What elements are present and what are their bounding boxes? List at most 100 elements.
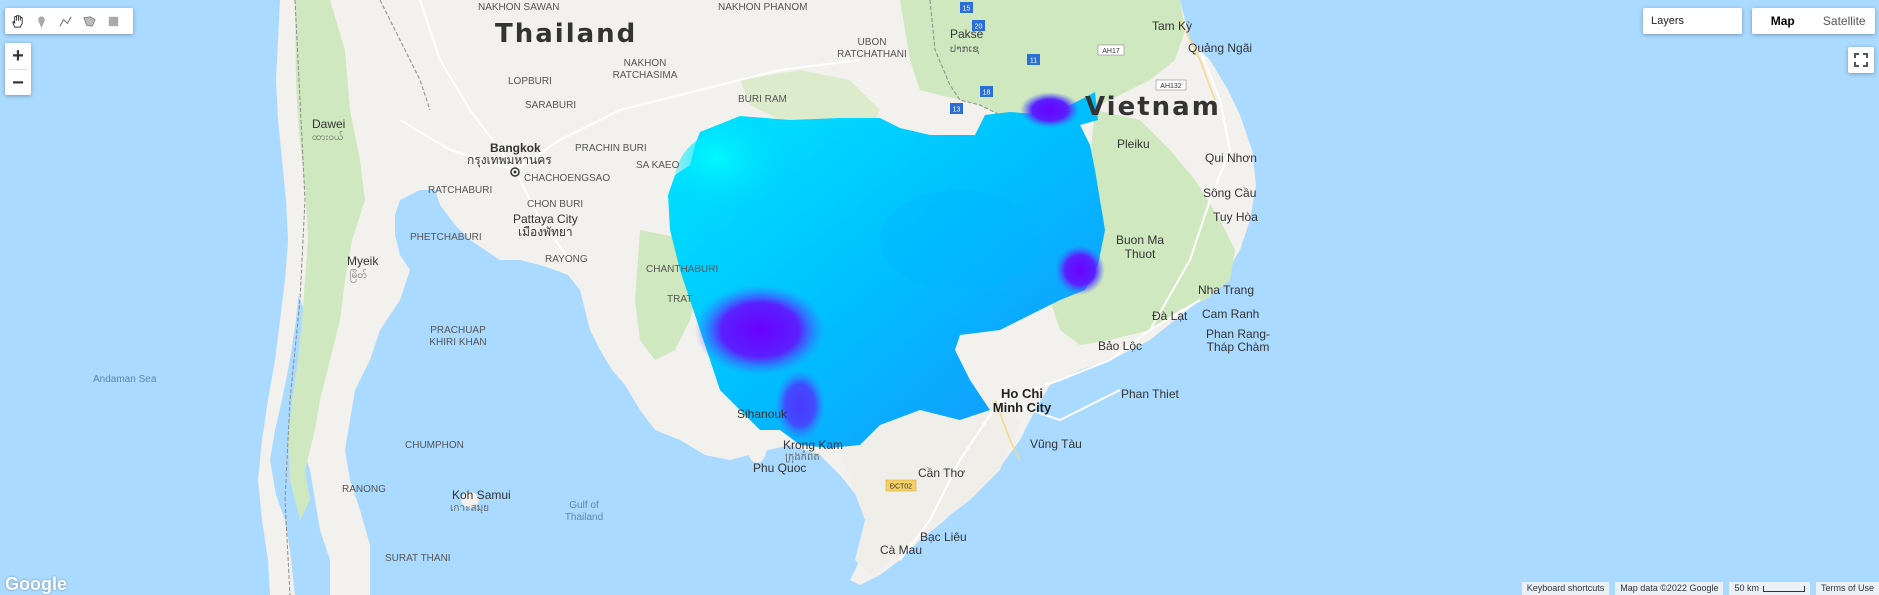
overlay-violet-zone-south — [775, 370, 825, 440]
line-tool-button[interactable] — [53, 8, 77, 34]
label-krong-kampot-khmer: ក្រុងកំពត — [785, 450, 820, 464]
label-thailand: Thailand — [495, 19, 637, 49]
road-shield-13: 13 — [950, 103, 963, 114]
label-nakhon-phanom: NAKHON PHANOM — [718, 2, 807, 13]
label-tuy-hoa: Tuy Hòa — [1213, 210, 1258, 224]
major-roads — [994, 19, 1216, 461]
island-phu-quoc — [747, 427, 767, 463]
label-buri-ram: BURI RAM — [738, 94, 787, 105]
forest-northeast-thai — [740, 70, 880, 130]
label-bangkok-thai: กรุงเทพมหานคร — [467, 153, 552, 168]
line-tool-icon — [58, 16, 72, 26]
label-myeik-burmese: မြိတ် — [350, 267, 367, 283]
label-quang-ngai: Quảng Ngãi — [1188, 41, 1252, 55]
label-cam-ranh: Cam Ranh — [1202, 307, 1259, 321]
label-buon-ma-thuot: Buon Ma Thuot — [1116, 233, 1164, 261]
marker-tool-icon — [37, 16, 45, 28]
label-sa-kaeo: SA KAEO — [636, 160, 680, 171]
overlay-cyan-zone — [675, 125, 815, 235]
label-bao-loc: Bảo Lộc — [1098, 339, 1142, 353]
label-chanthaburi: CHANTHABURI — [646, 264, 718, 275]
svg-text:13: 13 — [953, 107, 961, 114]
label-saraburi: SARABURI — [525, 100, 576, 111]
label-koh-samui: Koh Samui — [452, 488, 511, 502]
label-qui-nhon: Qui Nhơn — [1205, 151, 1257, 165]
label-ratchaburi: RATCHABURI — [428, 185, 492, 196]
label-phan-rang: Phan Rang-Tháp Chàm — [1206, 327, 1270, 354]
svg-text:18: 18 — [983, 90, 991, 97]
label-rayong: RAYONG — [545, 254, 588, 265]
label-chumphon: CHUMPHON — [405, 440, 464, 451]
map-data-attribution: Map data ©2022 Google — [1615, 582, 1724, 595]
hand-tool-icon — [11, 14, 23, 28]
map-type-satellite-button[interactable]: Satellite — [1822, 14, 1866, 28]
label-phu-quoc: Phu Quoc — [753, 461, 806, 475]
svg-text:AH132: AH132 — [1160, 83, 1182, 90]
fullscreen-icon — [1854, 53, 1868, 67]
layers-button[interactable]: Layers — [1643, 8, 1742, 34]
zoom-in-button[interactable]: + — [12, 44, 24, 67]
scale-bar — [1762, 585, 1805, 592]
forest-laos — [900, 0, 1185, 130]
label-pleiku: Pleiku — [1117, 137, 1150, 151]
label-prachin-buri: PRACHIN BURI — [575, 143, 647, 154]
label-gulf-of-thailand: Gulf of Thailand — [565, 500, 603, 523]
label-nakhon-sawan: NAKHON SAWAN — [478, 2, 560, 13]
label-prachuap-khiri-khan: PRACHUAP KHIRI KHAN — [429, 325, 486, 348]
forest-western-ranges — [288, 0, 365, 520]
label-andaman-sea: Andaman Sea — [93, 374, 157, 385]
label-pattaya-thai: เมืองพัทยา — [518, 225, 573, 239]
label-nakhon-ratchasima: NAKHON RATCHASIMA — [613, 58, 678, 81]
overlay-blue-zone — [880, 190, 1040, 290]
label-ubon-ratchathani: UBON RATCHATHANI — [837, 37, 907, 60]
island-koh-samui — [461, 492, 479, 508]
road-shield-15: 15 — [960, 2, 973, 13]
label-pakse: Pakse — [950, 27, 984, 41]
rectangle-tool-icon — [108, 16, 118, 26]
label-chon-buri: CHON BURI — [527, 199, 583, 210]
google-logo: Google — [5, 574, 67, 594]
land-myanmar — [258, 0, 310, 595]
label-bangkok: Bangkok — [490, 141, 541, 155]
label-dawei: Dawei — [312, 117, 345, 131]
fullscreen-button[interactable] — [1848, 47, 1874, 73]
road-shield-18: 18 — [980, 86, 993, 97]
label-koh-samui-thai: เกาะสมุย — [450, 503, 489, 514]
keyboard-shortcuts-link[interactable]: Keyboard shortcuts — [1521, 582, 1610, 595]
label-bac-lieu: Bạc Liêu — [920, 530, 967, 544]
label-ranong: RANONG — [342, 484, 386, 495]
polygon-tool-button[interactable] — [77, 8, 101, 34]
label-phetchaburi: PHETCHABURI — [410, 232, 482, 243]
polygon-tool-icon — [82, 15, 96, 27]
zoom-control: + − — [5, 43, 31, 95]
label-phan-thiet: Phan Thiet — [1121, 387, 1179, 401]
label-dawei-burmese: ထားဝယ် — [312, 130, 344, 143]
label-can-tho: Cần Thơ — [918, 466, 965, 480]
svg-text:15: 15 — [963, 6, 971, 13]
label-vietnam: Vietnam — [1085, 92, 1221, 122]
scale-indicator[interactable]: 50 km — [1729, 582, 1810, 595]
drawing-toolbar — [5, 8, 133, 34]
rectangle-tool-button[interactable] — [101, 8, 125, 34]
road-network — [399, 0, 1232, 561]
label-lopburi: LOPBURI — [508, 76, 552, 87]
label-pattaya: Pattaya City — [513, 212, 578, 226]
overlay-violet-zone-east — [1055, 245, 1105, 295]
terms-of-use-link[interactable]: Terms of Use — [1815, 582, 1879, 595]
label-chachoengsao: CHACHOENGSAO — [524, 173, 610, 184]
hand-tool-button[interactable] — [5, 8, 29, 34]
road-shield-ah17: AH17 — [1097, 44, 1125, 56]
land-mekong-delta — [840, 395, 1020, 575]
label-myeik: Myeik — [347, 254, 379, 268]
label-krong-kampot: Krong Kam — [783, 438, 843, 452]
road-shield-dct02: ĐCT02 — [885, 479, 917, 492]
road-shield-11: 11 — [1027, 54, 1040, 65]
label-da-lat: Đà Lạt — [1152, 309, 1188, 323]
map-type-map-button[interactable]: Map — [1770, 14, 1795, 28]
zoom-out-button[interactable]: − — [12, 71, 24, 94]
label-nha-trang: Nha Trang — [1198, 283, 1254, 297]
marker-tool-button[interactable] — [29, 8, 53, 34]
label-sihanouk: Sihanouk — [737, 407, 788, 421]
svg-text:11: 11 — [1030, 58, 1037, 65]
